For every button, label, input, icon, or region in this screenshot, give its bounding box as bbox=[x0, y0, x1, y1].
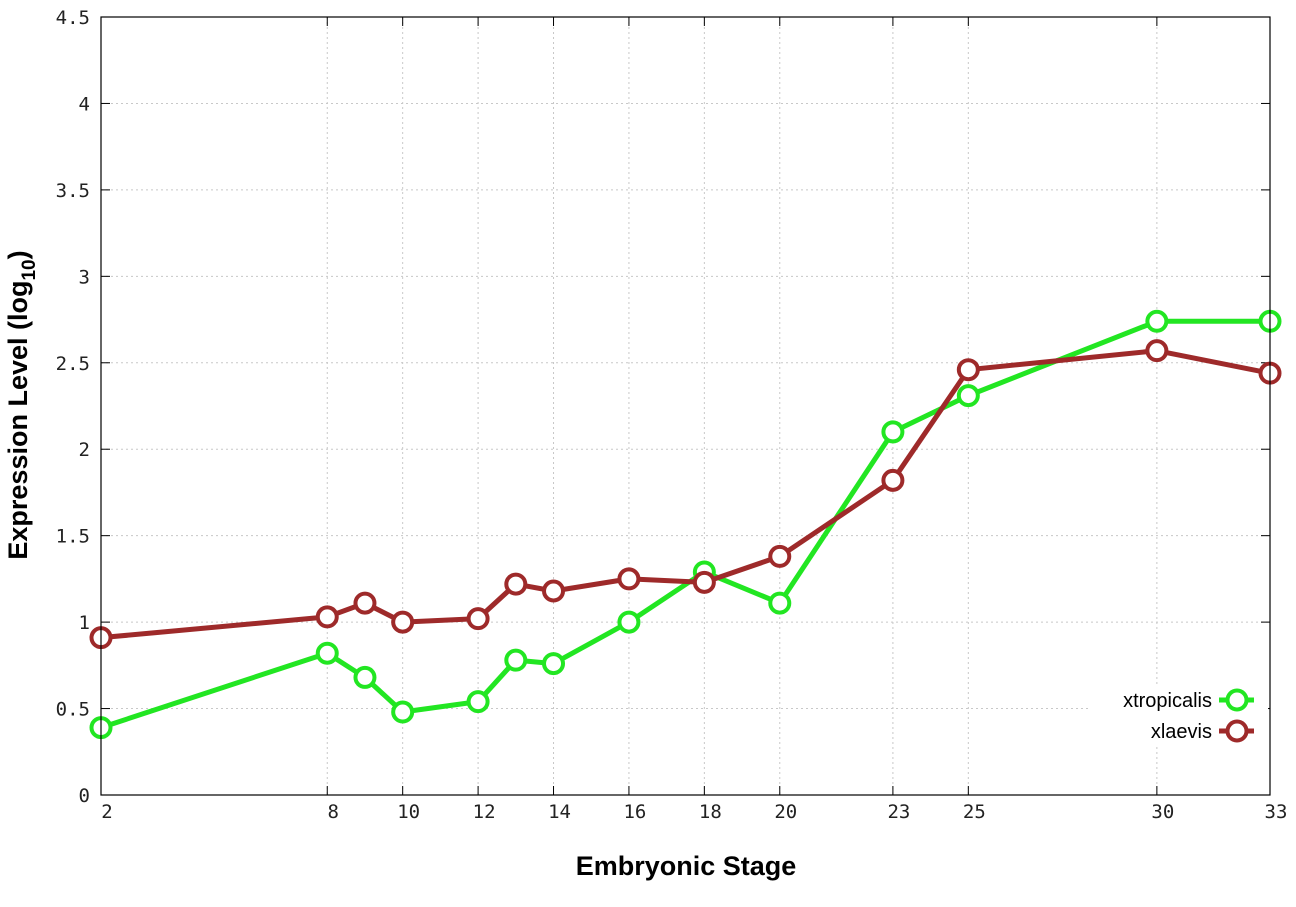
y-axis-title-close: ) bbox=[3, 250, 33, 259]
y-axis-title-subscript: 10 bbox=[19, 259, 40, 280]
y-tick-label: 1.5 bbox=[56, 526, 90, 548]
xlaevis-point bbox=[956, 358, 980, 382]
legend-item-xtropicalis: xtropicalis bbox=[1088, 685, 1268, 715]
xlaevis-point bbox=[881, 468, 905, 492]
legend: xtropicalis xlaevis bbox=[1088, 685, 1268, 746]
y-tick-label: 3 bbox=[79, 266, 90, 288]
y-tick-label: 1 bbox=[79, 612, 90, 634]
y-tick-label: 4 bbox=[79, 93, 90, 115]
xlaevis-line bbox=[100, 348, 1271, 641]
y-tick-label: 2.5 bbox=[56, 353, 90, 375]
y-tick-label: 2 bbox=[79, 439, 90, 461]
xlaevis-point bbox=[1145, 339, 1169, 363]
legend-marker-swatch bbox=[1225, 719, 1249, 743]
legend-item-xlaevis: xlaevis bbox=[1088, 716, 1268, 746]
xtropicalis-line bbox=[100, 318, 1270, 730]
x-tick-label: 25 bbox=[963, 801, 986, 823]
data-series bbox=[89, 309, 1282, 740]
x-tick-label: 2 bbox=[101, 801, 112, 823]
y-axis-title-main: Expression Level (log bbox=[3, 281, 33, 560]
xlaevis-point bbox=[617, 567, 641, 591]
x-tick-label: 10 bbox=[397, 801, 420, 823]
xlaevis-point bbox=[353, 591, 377, 615]
xtropicalis-point bbox=[315, 641, 339, 665]
xtropicalis-point bbox=[881, 420, 905, 444]
xtropicalis-point bbox=[617, 610, 641, 634]
xtropicalis-point bbox=[391, 700, 415, 724]
y-tick-label: 4.5 bbox=[56, 7, 90, 29]
plot-frame bbox=[100, 16, 1271, 796]
y-axis-title: Expression Level (log10) bbox=[3, 250, 40, 559]
xtropicalis-point bbox=[542, 652, 566, 676]
y-tick-label: 0.5 bbox=[56, 699, 90, 721]
legend-label: xtropicalis bbox=[1123, 690, 1212, 712]
xtropicalis-point bbox=[504, 648, 528, 672]
xtropicalis-point bbox=[1145, 309, 1169, 333]
x-tick-label: 20 bbox=[774, 801, 797, 823]
grid-lines bbox=[101, 17, 1270, 795]
x-tick-label: 12 bbox=[473, 801, 496, 823]
y-tick-label: 0 bbox=[79, 785, 90, 807]
x-tick-label: 23 bbox=[887, 801, 910, 823]
xtropicalis-point bbox=[768, 591, 792, 615]
series-xtropicalis bbox=[89, 309, 1282, 740]
legend-label: xlaevis bbox=[1151, 721, 1212, 743]
xlaevis-point bbox=[504, 572, 528, 596]
xlaevis-point bbox=[692, 570, 716, 594]
xtropicalis-point bbox=[956, 384, 980, 408]
x-tick-label: 33 bbox=[1265, 801, 1288, 823]
x-tick-label: 8 bbox=[328, 801, 339, 823]
y-tick-labels: 0 0.5 1 1.5 2 2.5 3 3.5 4 4.5 bbox=[56, 7, 90, 807]
x-tick-labels: 2 8 10 12 14 16 18 20 23 25 30 33 bbox=[101, 801, 1287, 823]
xlaevis-point bbox=[466, 607, 490, 631]
xlaevis-point bbox=[768, 544, 792, 568]
axis-ticks bbox=[100, 16, 1271, 796]
xlaevis-point bbox=[391, 610, 415, 634]
xlaevis-point bbox=[542, 579, 566, 603]
x-tick-label: 30 bbox=[1151, 801, 1174, 823]
xtropicalis-point bbox=[353, 665, 377, 689]
xlaevis-point bbox=[315, 605, 339, 629]
legend-marker-swatch bbox=[1225, 688, 1249, 712]
x-axis-title: Embryonic Stage bbox=[576, 851, 797, 881]
xtropicalis-point bbox=[466, 690, 490, 714]
y-tick-label: 3.5 bbox=[56, 180, 90, 202]
x-tick-label: 16 bbox=[623, 801, 646, 823]
series-xlaevis bbox=[89, 339, 1282, 650]
x-tick-label: 14 bbox=[548, 801, 571, 823]
x-tick-label: 18 bbox=[699, 801, 722, 823]
